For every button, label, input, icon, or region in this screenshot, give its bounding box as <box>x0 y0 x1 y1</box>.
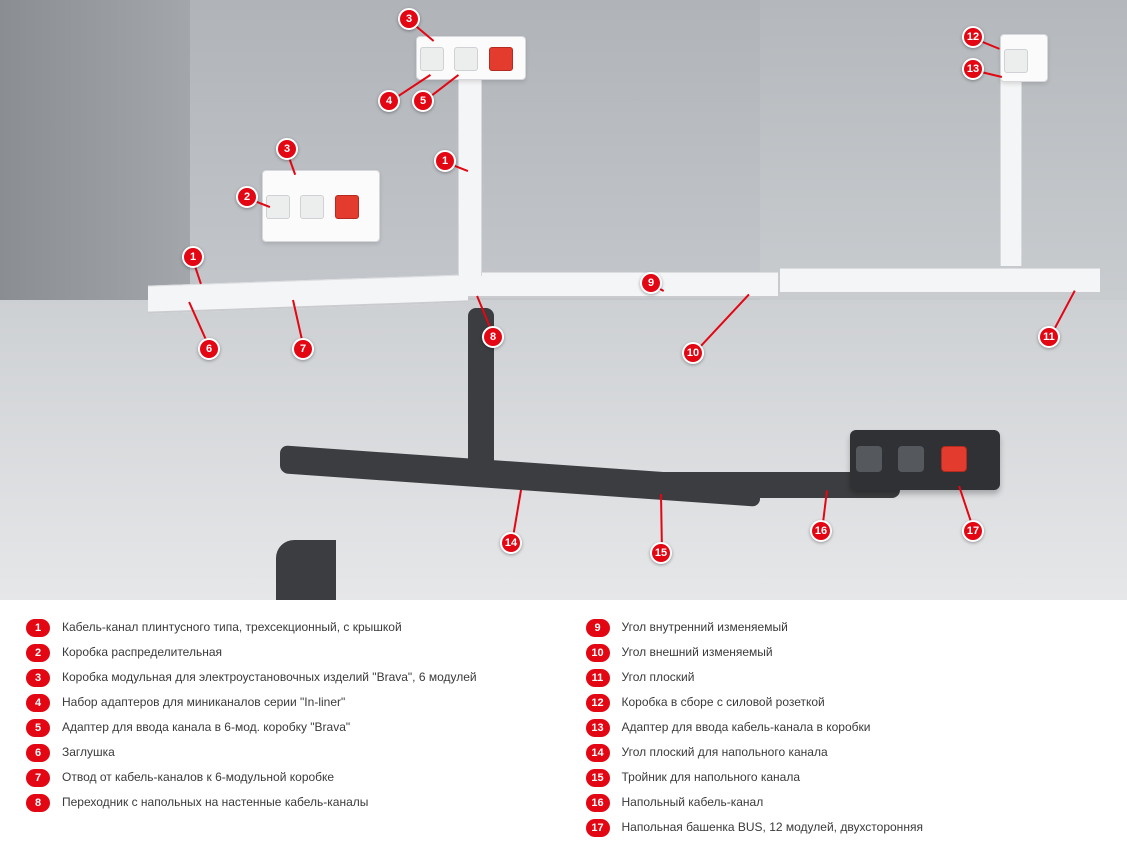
legend-badge: 8 <box>26 794 50 812</box>
legend-item: 3 Коробка модульная для электроустановочн… <box>26 668 542 687</box>
legend-item: 14 Угол плоский для напольного канала <box>586 743 1102 762</box>
callout-marker: 13 <box>962 58 984 80</box>
legend-item: 8 Переходник с напольных на настенные каб… <box>26 793 542 812</box>
legend-right-column: 9 Угол внутренний изменяемый 10 Угол внешни… <box>586 618 1102 843</box>
legend-item: 9 Угол внутренний изменяемый <box>586 618 1102 637</box>
legend-item: 11 Угол плоский <box>586 668 1102 687</box>
socket-icon <box>856 446 882 472</box>
mini-channel-vertical <box>1000 66 1022 266</box>
callout-marker: 7 <box>292 338 314 360</box>
legend-badge: 2 <box>26 644 50 662</box>
legend-text: Отвод от кабель-каналов к 6-модульной ко… <box>62 768 542 786</box>
legend-badge: 12 <box>586 694 610 712</box>
socket-icon <box>941 446 967 472</box>
legend-text: Заглушка <box>62 743 542 761</box>
legend-badge: 6 <box>26 744 50 762</box>
callout-marker: 11 <box>1038 326 1060 348</box>
legend-text: Адаптер для ввода канала в 6-мод. коробк… <box>62 718 542 736</box>
socket-icon <box>420 47 444 71</box>
legend-badge: 15 <box>586 769 610 787</box>
socket-icon <box>1004 49 1028 73</box>
legend-badge: 4 <box>26 694 50 712</box>
socket-icon <box>300 195 324 219</box>
legend-text: Коробка распределительная <box>62 643 542 661</box>
legend-badge: 10 <box>586 644 610 662</box>
legend-text: Напольный кабель-канал <box>622 793 1102 811</box>
legend: 1 Кабель-канал плинтусного типа, трехсекц… <box>0 600 1127 865</box>
legend-badge: 16 <box>586 794 610 812</box>
callout-marker: 16 <box>810 520 832 542</box>
floor-channel <box>276 560 302 600</box>
legend-badge: 9 <box>586 619 610 637</box>
diagram-figure: 345132167891011121314151617 <box>0 0 1127 600</box>
callout-marker: 14 <box>500 532 522 554</box>
distribution-box <box>262 170 380 242</box>
legend-left-column: 1 Кабель-канал плинтусного типа, трехсекц… <box>26 618 542 843</box>
socket-box <box>1000 34 1048 82</box>
legend-text: Напольная башенка BUS, 12 модулей, двухс… <box>622 818 1102 836</box>
callout-marker: 4 <box>378 90 400 112</box>
legend-text: Угол плоский для напольного канала <box>622 743 1102 761</box>
legend-text: Угол внешний изменяемый <box>622 643 1102 661</box>
legend-text: Кабель-канал плинтусного типа, трехсекци… <box>62 618 542 636</box>
legend-item: 12 Коробка в сборе с силовой розеткой <box>586 693 1102 712</box>
callout-marker: 17 <box>962 520 984 542</box>
legend-badge: 13 <box>586 719 610 737</box>
legend-badge: 14 <box>586 744 610 762</box>
legend-item: 16 Напольный кабель-канал <box>586 793 1102 812</box>
callout-marker: 9 <box>640 272 662 294</box>
plinth-channel <box>780 268 1100 294</box>
legend-text: Угол плоский <box>622 668 1102 686</box>
socket-icon <box>454 47 478 71</box>
legend-item: 5 Адаптер для ввода канала в 6-мод. короб… <box>26 718 542 737</box>
legend-item: 10 Угол внешний изменяемый <box>586 643 1102 662</box>
socket-icon <box>335 195 359 219</box>
legend-item: 17 Напольная башенка BUS, 12 модулей, дву… <box>586 818 1102 837</box>
callout-marker: 3 <box>276 138 298 160</box>
callout-marker: 2 <box>236 186 258 208</box>
legend-badge: 7 <box>26 769 50 787</box>
callout-marker: 3 <box>398 8 420 30</box>
legend-badge: 1 <box>26 619 50 637</box>
callout-marker: 8 <box>482 326 504 348</box>
legend-item: 6 Заглушка <box>26 743 542 762</box>
legend-text: Угол внутренний изменяемый <box>622 618 1102 636</box>
legend-item: 13 Адаптер для ввода кабель-канала в коро… <box>586 718 1102 737</box>
plinth-channel <box>468 272 778 298</box>
floor-tower <box>850 430 1000 490</box>
legend-text: Тройник для напольного канала <box>622 768 1102 786</box>
socket-icon <box>489 47 513 71</box>
legend-badge: 17 <box>586 819 610 837</box>
wall-right <box>760 0 1127 300</box>
legend-text: Коробка модульная для электроустановочны… <box>62 668 542 686</box>
callout-marker: 15 <box>650 542 672 564</box>
legend-item: 15 Тройник для напольного канала <box>586 768 1102 787</box>
legend-item: 7 Отвод от кабель-каналов к 6-модульной к… <box>26 768 542 787</box>
module-box-upper <box>416 36 526 80</box>
legend-text: Коробка в сборе с силовой розеткой <box>622 693 1102 711</box>
legend-item: 2 Коробка распределительная <box>26 643 542 662</box>
callout-marker: 10 <box>682 342 704 364</box>
callout-marker: 12 <box>962 26 984 48</box>
legend-item: 1 Кабель-канал плинтусного типа, трехсекц… <box>26 618 542 637</box>
legend-badge: 11 <box>586 669 610 687</box>
legend-item: 4 Набор адаптеров для миниканалов серии "… <box>26 693 542 712</box>
legend-text: Адаптер для ввода кабель-канала в коробк… <box>622 718 1102 736</box>
callout-marker: 1 <box>434 150 456 172</box>
legend-text: Переходник с напольных на настенные кабе… <box>62 793 542 811</box>
callout-marker: 6 <box>198 338 220 360</box>
callout-marker: 1 <box>182 246 204 268</box>
socket-icon <box>898 446 924 472</box>
mini-channel-vertical <box>458 76 482 276</box>
legend-badge: 3 <box>26 669 50 687</box>
legend-text: Набор адаптеров для миниканалов серии "I… <box>62 693 542 711</box>
callout-marker: 5 <box>412 90 434 112</box>
legend-badge: 5 <box>26 719 50 737</box>
